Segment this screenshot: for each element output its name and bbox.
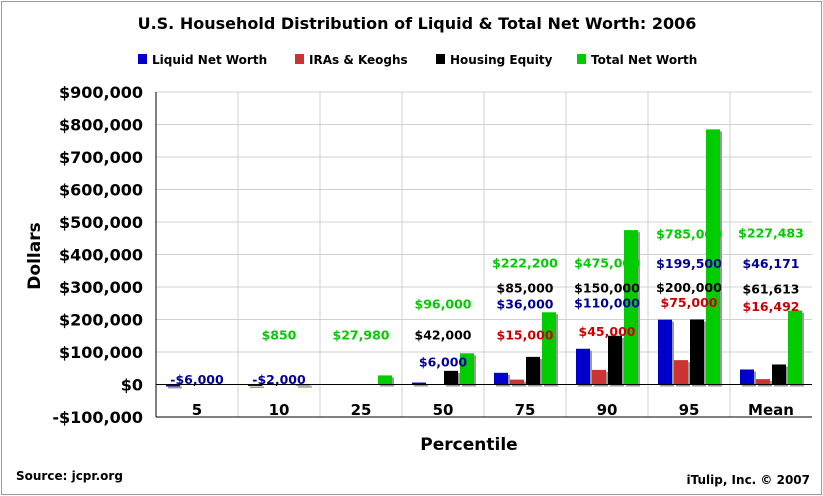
- bar: [658, 319, 672, 385]
- bar: [788, 310, 802, 385]
- x-tick-label: 75: [515, 401, 536, 419]
- y-tick-label: $900,000: [59, 83, 143, 102]
- bar: [526, 356, 540, 385]
- chart-title: U.S. Household Distribution of Liquid & …: [138, 14, 697, 33]
- x-tick-label: 5: [192, 401, 202, 419]
- value-label: $110,000: [574, 295, 640, 310]
- axes: [155, 92, 812, 418]
- legend: Liquid Net Worth IRAs & Keoghs Housing Equ…: [138, 53, 697, 67]
- bar-shadow: [414, 384, 428, 387]
- value-label: -$6,000: [170, 372, 224, 387]
- value-label: $46,171: [743, 256, 800, 271]
- x-tick-label: 50: [433, 401, 454, 419]
- value-label: $199,500: [656, 256, 722, 271]
- bar-shadow: [298, 386, 312, 388]
- bars: [166, 129, 804, 389]
- value-label: $200,000: [656, 280, 722, 295]
- bar: [592, 369, 606, 385]
- bar: [740, 369, 754, 385]
- legend-label: IRAs & Keoghs: [309, 53, 408, 67]
- bar: [706, 129, 720, 385]
- y-tick-label: $600,000: [59, 181, 143, 200]
- bar: [378, 375, 392, 385]
- x-tick-label: 10: [269, 401, 290, 419]
- value-label: $227,483: [738, 226, 804, 241]
- x-tick-label: 25: [351, 401, 372, 419]
- bar: [576, 348, 590, 385]
- value-label: $96,000: [415, 296, 472, 311]
- value-label: $85,000: [497, 281, 554, 296]
- y-tick-label: -$100,000: [52, 408, 143, 427]
- y-tick-label: $500,000: [59, 213, 143, 232]
- bar: [772, 364, 786, 385]
- y-tick-label: $300,000: [59, 278, 143, 297]
- bar: [444, 370, 458, 385]
- value-label: $475,000: [574, 256, 640, 271]
- value-label: $36,000: [497, 296, 554, 311]
- value-label: $222,200: [492, 256, 558, 271]
- bar: [494, 372, 508, 385]
- legend-swatch: [138, 54, 147, 64]
- bar: [674, 360, 688, 385]
- bar: [756, 379, 770, 385]
- value-label: $75,000: [661, 295, 718, 310]
- y-tick-label: $800,000: [59, 116, 143, 135]
- value-label: $15,000: [497, 328, 554, 343]
- y-tick-labels: -$100,000 $0 $100,000 $200,000 $300,000 $400,…: [52, 83, 143, 427]
- legend-swatch: [577, 54, 586, 64]
- x-tick-label: Mean: [748, 401, 794, 419]
- value-label: $850: [262, 328, 297, 343]
- legend-swatch: [436, 54, 445, 64]
- bar: [460, 353, 474, 385]
- x-axis-label: Percentile: [420, 435, 517, 455]
- value-label: $27,980: [333, 328, 390, 343]
- x-tick-labels: 5 10 25 50 75 90 95 Mean: [192, 401, 794, 419]
- y-tick-label: $400,000: [59, 246, 143, 265]
- y-tick-label: $200,000: [59, 311, 143, 330]
- y-axis-label: Dollars: [25, 222, 45, 289]
- legend-swatch: [295, 54, 304, 64]
- bar: [166, 384, 180, 387]
- y-tick-label: $100,000: [59, 343, 143, 362]
- value-annotations: -$6,000 -$2,000 $850 $27,980 $96,000 $42,000 $…: [170, 226, 804, 387]
- gridlines: [156, 91, 812, 418]
- x-tick-label: 95: [679, 401, 700, 419]
- value-label: $61,613: [743, 282, 800, 297]
- copyright-note: iTulip, Inc. © 2007: [686, 473, 810, 487]
- value-label: -$2,000: [252, 372, 306, 387]
- value-label: $785,000: [656, 226, 722, 241]
- y-tick-label: $700,000: [59, 148, 143, 167]
- bar-shadow: [168, 386, 182, 389]
- bar: [608, 335, 622, 385]
- value-label: $6,000: [419, 354, 468, 369]
- value-label: $45,000: [579, 324, 636, 339]
- bar: [542, 312, 556, 385]
- bar: [248, 384, 262, 386]
- value-label: $16,492: [743, 299, 800, 314]
- legend-label: Liquid Net Worth: [152, 53, 267, 67]
- bar: [412, 382, 426, 385]
- x-tick-label: 90: [597, 401, 618, 419]
- legend-label: Total Net Worth: [591, 53, 697, 67]
- bar: [510, 379, 524, 385]
- value-label: $42,000: [415, 328, 472, 343]
- bar-shadow: [250, 386, 264, 388]
- legend-label: Housing Equity: [450, 53, 553, 67]
- source-note: Source: jcpr.org: [16, 469, 123, 483]
- y-tick-label: $0: [121, 376, 143, 395]
- bar: [624, 230, 638, 385]
- bar: [690, 319, 704, 385]
- value-label: $150,000: [574, 281, 640, 296]
